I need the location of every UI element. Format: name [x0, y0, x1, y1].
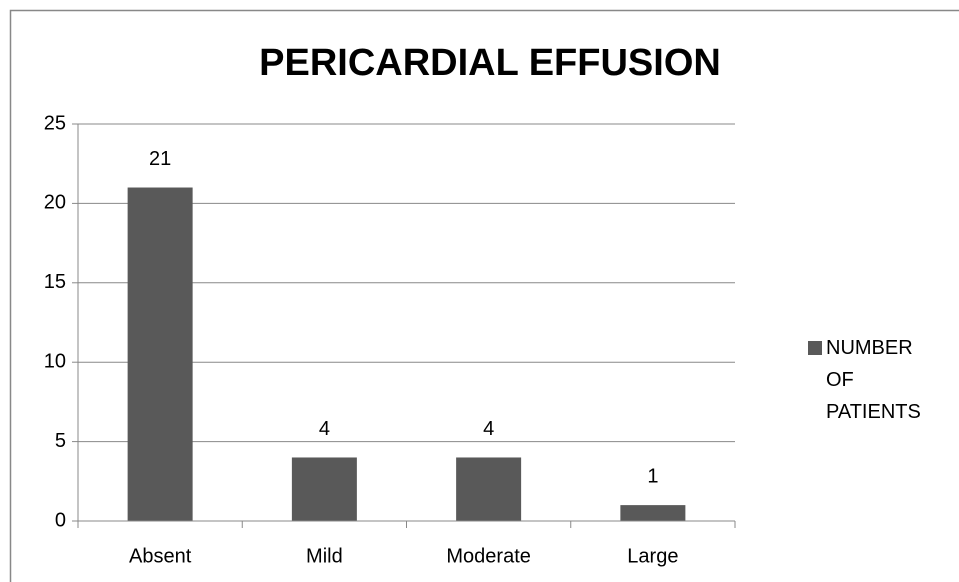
- x-tick-label: Moderate: [446, 545, 531, 567]
- bar: [456, 457, 522, 521]
- chart-title: PERICARDIAL EFFUSION: [259, 42, 721, 84]
- bar: [127, 187, 193, 521]
- data-label: 21: [149, 148, 171, 170]
- y-tick-label: 20: [44, 192, 66, 214]
- x-tick-label: Large: [627, 545, 678, 567]
- y-tick-label: 25: [44, 112, 66, 134]
- legend-swatch: [808, 341, 822, 355]
- y-tick-label: 10: [44, 350, 66, 372]
- y-tick-label: 0: [55, 509, 66, 531]
- data-label: 4: [483, 418, 494, 440]
- legend-label: NUMBER OF PATIENTS: [826, 337, 921, 423]
- data-label: 4: [319, 418, 330, 440]
- bar: [620, 505, 686, 521]
- x-tick-label: Absent: [129, 545, 192, 567]
- y-tick-label: 15: [44, 271, 66, 293]
- bar: [291, 457, 357, 521]
- y-tick-label: 5: [55, 430, 66, 452]
- x-tick-label: Mild: [306, 545, 343, 567]
- data-label: 1: [647, 465, 658, 487]
